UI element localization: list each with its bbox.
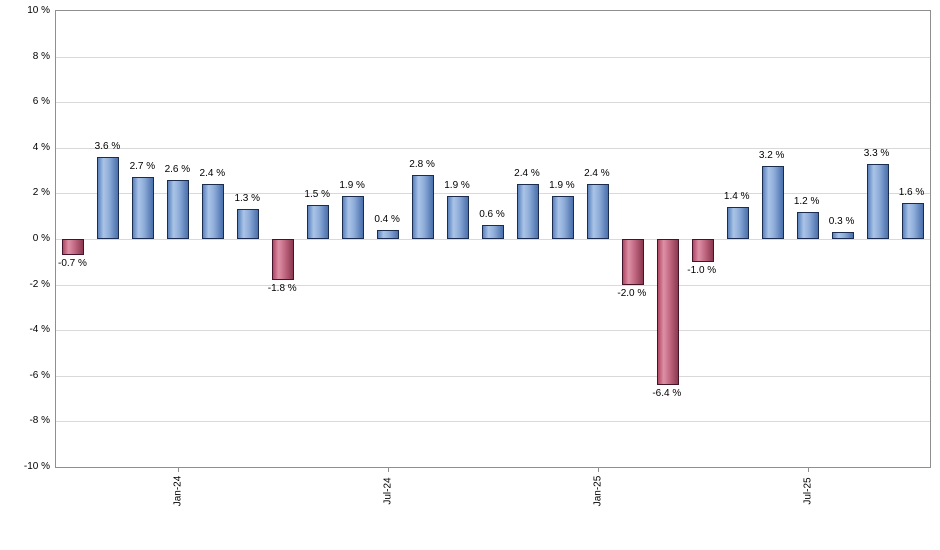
bar-value-label: 1.9 %: [339, 179, 365, 191]
bar-value-label: 2.4 %: [584, 168, 610, 180]
bar: [691, 239, 714, 262]
y-axis-label: 2 %: [32, 187, 50, 199]
bar: [272, 239, 295, 281]
bar-value-label: 0.6 %: [479, 209, 505, 221]
bar-value-label: 1.9 %: [549, 179, 575, 191]
bar: [551, 195, 574, 239]
bar-value-label: 1.6 %: [898, 186, 925, 198]
x-axis-tick: [388, 468, 390, 472]
bar-value-label: 0.3 %: [828, 216, 855, 228]
bar: [307, 204, 330, 239]
gridline: [56, 147, 930, 149]
bar: [656, 239, 679, 385]
bar-value-label: 0.4 %: [374, 213, 400, 225]
bar: [237, 209, 260, 239]
y-axis-label: -6 %: [29, 369, 50, 381]
x-axis-tick: [597, 468, 599, 472]
x-axis-tick: [178, 468, 180, 472]
bar-value-label: 3.2 %: [758, 150, 785, 162]
bar: [726, 207, 749, 239]
bar: [866, 163, 889, 239]
y-axis-label: 0 %: [32, 233, 50, 244]
bar: [516, 184, 539, 239]
y-axis-label: 10 %: [27, 5, 50, 16]
bar: [621, 239, 644, 285]
bar: [377, 229, 400, 239]
bar: [831, 232, 854, 239]
bar-value-label: -1.0 %: [687, 264, 717, 276]
y-axis-label: -2 %: [29, 278, 50, 290]
bar-value-label: 1.3 %: [234, 193, 261, 205]
y-axis-label: -10 %: [23, 461, 50, 472]
bar-value-label: 1.4 %: [723, 191, 750, 203]
bar: [342, 195, 365, 239]
y-axis-label: 6 %: [32, 96, 50, 108]
bar: [761, 166, 784, 239]
bar-value-label: -6.4 %: [652, 387, 682, 399]
bar-value-label: -2.0 %: [617, 287, 647, 299]
bar-value-label: 1.2 %: [793, 195, 820, 207]
plot-area: [55, 10, 931, 468]
x-axis-label: Jan-25: [592, 475, 604, 507]
y-axis-label: -8 %: [29, 415, 50, 427]
gridline: [56, 284, 930, 286]
bar: [447, 195, 470, 239]
bar-value-label: 2.4 %: [514, 168, 540, 180]
bar-value-label: 3.6 %: [94, 140, 121, 152]
bar-value-label: 2.7 %: [129, 161, 156, 173]
bar: [586, 184, 609, 239]
x-axis-label: Jul-25: [802, 477, 814, 505]
bar-value-label: -0.7 %: [58, 257, 87, 269]
bar: [901, 202, 924, 239]
x-axis-label: Jan-24: [172, 475, 184, 507]
zero-gridline: [56, 239, 930, 240]
bar: [412, 175, 435, 239]
bar: [132, 177, 155, 239]
gridline: [56, 193, 930, 195]
gridline: [56, 375, 930, 377]
bar-value-label: 2.4 %: [199, 168, 226, 180]
x-axis-label: Jul-24: [382, 477, 394, 505]
y-axis-label: -4 %: [29, 324, 50, 336]
y-axis-label: 8 %: [32, 50, 50, 62]
bar: [62, 239, 85, 255]
y-axis-label: 4 %: [32, 141, 50, 153]
bar: [202, 184, 225, 239]
bar: [482, 225, 504, 239]
bar-value-label: 2.6 %: [164, 163, 191, 175]
gridline: [56, 421, 930, 423]
bar: [97, 156, 120, 239]
bar: [167, 179, 190, 239]
bar-value-label: 2.8 %: [409, 159, 435, 171]
bar-value-label: 3.3 %: [863, 147, 890, 159]
x-axis-tick: [807, 468, 809, 472]
bar: [796, 211, 819, 239]
gridline: [56, 330, 930, 332]
bar-value-label: 1.5 %: [304, 188, 330, 200]
gridline: [56, 56, 930, 58]
bar-value-label: 1.9 %: [444, 179, 470, 191]
bar-value-label: -1.8 %: [267, 283, 297, 295]
gridline: [56, 102, 930, 104]
